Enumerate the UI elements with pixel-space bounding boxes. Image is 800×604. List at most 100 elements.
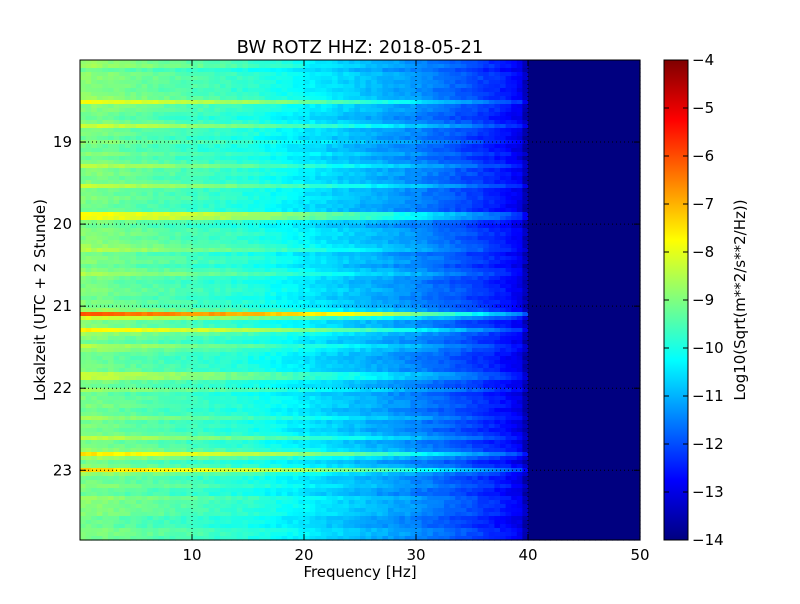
heatmap-cell bbox=[584, 196, 591, 201]
heatmap-cell bbox=[410, 100, 417, 105]
heatmap-cell bbox=[449, 212, 456, 217]
heatmap-cell bbox=[276, 256, 283, 261]
heatmap-cell bbox=[393, 124, 400, 129]
heatmap-cell bbox=[410, 232, 417, 237]
heatmap-cell bbox=[276, 188, 283, 193]
heatmap-cell bbox=[214, 248, 221, 253]
heatmap-cell bbox=[550, 76, 557, 81]
heatmap-cell bbox=[197, 76, 204, 81]
heatmap-cell bbox=[438, 60, 445, 65]
heatmap-cell bbox=[578, 128, 585, 133]
heatmap-cell bbox=[343, 64, 350, 69]
heatmap-cell bbox=[214, 88, 221, 93]
heatmap-cell bbox=[220, 180, 227, 185]
heatmap-cell bbox=[276, 140, 283, 145]
heatmap-cell bbox=[533, 192, 540, 197]
heatmap-cell bbox=[147, 124, 154, 129]
heatmap-cell bbox=[242, 140, 249, 145]
heatmap-cell bbox=[416, 80, 423, 85]
heatmap-cell bbox=[152, 236, 159, 241]
heatmap-cell bbox=[276, 80, 283, 85]
heatmap-cell bbox=[169, 188, 176, 193]
heatmap-cell bbox=[477, 216, 484, 221]
heatmap-cell bbox=[444, 152, 451, 157]
heatmap-cell bbox=[455, 132, 462, 137]
heatmap-cell bbox=[477, 252, 484, 257]
heatmap-cell bbox=[556, 160, 563, 165]
heatmap-cell bbox=[343, 180, 350, 185]
heatmap-cell bbox=[500, 200, 507, 205]
heatmap-cell bbox=[152, 100, 159, 105]
heatmap-cell bbox=[528, 92, 535, 97]
heatmap-cell bbox=[455, 128, 462, 133]
heatmap-cell bbox=[360, 132, 367, 137]
heatmap-cell bbox=[192, 76, 199, 81]
heatmap-cell bbox=[533, 116, 540, 121]
heatmap-cell bbox=[432, 104, 439, 109]
heatmap-cell bbox=[337, 224, 344, 229]
heatmap-cell bbox=[572, 104, 579, 109]
heatmap-cell bbox=[393, 84, 400, 89]
heatmap-cell bbox=[169, 168, 176, 173]
heatmap-cell bbox=[382, 116, 389, 121]
heatmap-cell bbox=[292, 196, 299, 201]
heatmap-cell bbox=[550, 96, 557, 101]
heatmap-cell bbox=[567, 112, 574, 117]
heatmap-cell bbox=[264, 216, 271, 221]
heatmap-cell bbox=[449, 156, 456, 161]
heatmap-cell bbox=[466, 252, 473, 257]
heatmap-cell bbox=[259, 144, 266, 149]
heatmap-cell bbox=[119, 92, 126, 97]
heatmap-cell bbox=[180, 80, 187, 85]
heatmap-cell bbox=[298, 120, 305, 125]
heatmap-cell bbox=[567, 228, 574, 233]
heatmap-cell bbox=[91, 140, 98, 145]
heatmap-cell bbox=[567, 76, 574, 81]
heatmap-cell bbox=[550, 220, 557, 225]
heatmap-cell bbox=[113, 68, 120, 73]
heatmap-cell bbox=[561, 248, 568, 253]
heatmap-cell bbox=[550, 80, 557, 85]
heatmap-cell bbox=[432, 240, 439, 245]
heatmap-cell bbox=[197, 128, 204, 133]
heatmap-cell bbox=[432, 68, 439, 73]
heatmap-cell bbox=[220, 68, 227, 73]
heatmap-cell bbox=[203, 220, 210, 225]
heatmap-cell bbox=[628, 156, 635, 161]
heatmap-cell bbox=[365, 116, 372, 121]
heatmap-cell bbox=[634, 68, 641, 73]
heatmap-cell bbox=[533, 188, 540, 193]
heatmap-cell bbox=[567, 68, 574, 73]
heatmap-cell bbox=[259, 148, 266, 153]
heatmap-cell bbox=[382, 76, 389, 81]
heatmap-cell bbox=[96, 172, 103, 177]
heatmap-cell bbox=[304, 168, 311, 173]
heatmap-cell bbox=[253, 164, 260, 169]
heatmap-cell bbox=[460, 164, 467, 169]
heatmap-cell bbox=[438, 216, 445, 221]
heatmap-cell bbox=[320, 224, 327, 229]
heatmap-cell bbox=[589, 60, 596, 65]
heatmap-cell bbox=[544, 220, 551, 225]
heatmap-cell bbox=[231, 132, 238, 137]
heatmap-cell bbox=[410, 180, 417, 185]
heatmap-cell bbox=[399, 256, 406, 261]
heatmap-cell bbox=[186, 128, 193, 133]
heatmap-cell bbox=[444, 212, 451, 217]
heatmap-cell bbox=[404, 72, 411, 77]
heatmap-cell bbox=[141, 60, 148, 65]
heatmap-cell bbox=[455, 248, 462, 253]
heatmap-cell bbox=[444, 144, 451, 149]
heatmap-cell bbox=[416, 256, 423, 261]
heatmap-cell bbox=[572, 224, 579, 229]
heatmap-cell bbox=[304, 200, 311, 205]
heatmap-cell bbox=[528, 184, 535, 189]
heatmap-cell bbox=[186, 188, 193, 193]
heatmap-cell bbox=[348, 216, 355, 221]
heatmap-cell bbox=[208, 164, 215, 169]
heatmap-cell bbox=[85, 128, 92, 133]
heatmap-cell bbox=[236, 256, 243, 261]
heatmap-cell bbox=[516, 200, 523, 205]
heatmap-cell bbox=[410, 208, 417, 213]
heatmap-cell bbox=[399, 140, 406, 145]
